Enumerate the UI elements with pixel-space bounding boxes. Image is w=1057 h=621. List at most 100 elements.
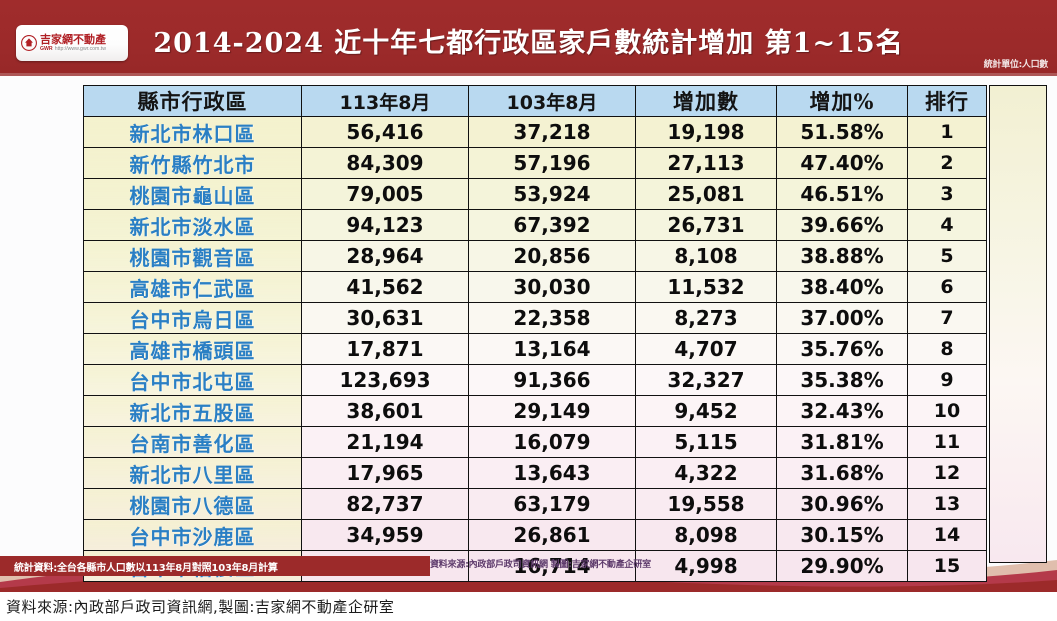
cell-increase: 19,198 bbox=[635, 116, 777, 148]
cell-increase-pct: 31.68% bbox=[776, 457, 908, 489]
cell-increase-pct: 37.00% bbox=[776, 302, 908, 334]
cell-rank: 11 bbox=[907, 426, 987, 458]
logo-url: GWR http://www.gwr.com.tw bbox=[40, 47, 106, 52]
cell-region: 新北市五股區 bbox=[83, 395, 302, 427]
table-row: 新北市八里區 17,965 13,643 4,322 31.68% 12 bbox=[83, 457, 987, 489]
cell-rank: 5 bbox=[907, 240, 987, 272]
cell-y113: 84,309 bbox=[301, 147, 469, 179]
cell-y113: 82,737 bbox=[301, 488, 469, 520]
cell-rank: 1 bbox=[907, 116, 987, 148]
cell-rank: 10 bbox=[907, 395, 987, 427]
column-header-increase: 增加數 bbox=[635, 85, 777, 117]
cell-rank: 9 bbox=[907, 364, 987, 396]
cell-increase: 4,707 bbox=[635, 333, 777, 365]
cell-region: 新竹縣竹北市 bbox=[83, 147, 302, 179]
cell-increase-pct: 31.81% bbox=[776, 426, 908, 458]
header-band: 吉家網不動產 GWR http://www.gwr.com.tw 2014-202… bbox=[0, 0, 1057, 76]
cell-y103: 16,714 bbox=[468, 550, 636, 582]
column-header-increase-pct: 增加% bbox=[776, 85, 908, 117]
cell-increase: 4,322 bbox=[635, 457, 777, 489]
source-caption: 資料來源:內政部戶政司資訊網,製圖:吉家網不動產企研室 bbox=[6, 598, 395, 616]
statistics-table: 縣市行政區 113年8月 103年8月 增加數 增加% 排行 新北市林口區 56,… bbox=[83, 85, 987, 582]
cell-y113: 17,965 bbox=[301, 457, 469, 489]
cell-region: 新北市八里區 bbox=[83, 457, 302, 489]
brand-logo[interactable]: 吉家網不動產 GWR http://www.gwr.com.tw bbox=[16, 25, 128, 61]
house-logo-svg bbox=[21, 35, 37, 51]
cell-rank: 15 bbox=[907, 550, 987, 582]
logo-url-text: http://www.gwr.com.tw bbox=[54, 46, 106, 53]
column-header-y103: 103年8月 bbox=[468, 85, 636, 117]
cell-rank: 3 bbox=[907, 178, 987, 210]
cell-y103: 13,643 bbox=[468, 457, 636, 489]
footer-right-note: 資料來源:內政部戶政司資訊網 製圖:吉家網不動產企研室 bbox=[430, 560, 651, 570]
table-row: 高雄市仁武區 41,562 30,030 11,532 38.40% 6 bbox=[83, 271, 987, 303]
cell-y113: 56,416 bbox=[301, 116, 469, 148]
cell-increase-pct: 29.90% bbox=[776, 550, 908, 582]
table-row: 台南市善化區 21,194 16,079 5,115 31.81% 11 bbox=[83, 426, 987, 458]
table-row: 桃園市觀音區 28,964 20,856 8,108 38.88% 5 bbox=[83, 240, 987, 272]
cell-region: 桃園市八德區 bbox=[83, 488, 302, 520]
cell-increase-pct: 30.96% bbox=[776, 488, 908, 520]
cell-y103: 91,366 bbox=[468, 364, 636, 396]
cell-region: 台南市善化區 bbox=[83, 426, 302, 458]
column-header-region: 縣市行政區 bbox=[83, 85, 302, 117]
cell-increase: 5,115 bbox=[635, 426, 777, 458]
cell-y113: 41,562 bbox=[301, 271, 469, 303]
cell-increase-pct: 51.58% bbox=[776, 116, 908, 148]
table-row: 高雄市橋頭區 17,871 13,164 4,707 35.76% 8 bbox=[83, 333, 987, 365]
cell-y113: 94,123 bbox=[301, 209, 469, 241]
house-logo-icon bbox=[21, 35, 37, 51]
cell-region: 新北市淡水區 bbox=[83, 209, 302, 241]
cell-y103: 29,149 bbox=[468, 395, 636, 427]
table-row: 新北市淡水區 94,123 67,392 26,731 39.66% 4 bbox=[83, 209, 987, 241]
cell-y103: 16,079 bbox=[468, 426, 636, 458]
table-row: 台中市沙鹿區 34,959 26,861 8,098 30.15% 14 bbox=[83, 519, 987, 551]
column-header-y113: 113年8月 bbox=[301, 85, 469, 117]
cell-increase-pct: 32.43% bbox=[776, 395, 908, 427]
cell-region: 新北市林口區 bbox=[83, 116, 302, 148]
cell-region: 桃園市龜山區 bbox=[83, 178, 302, 210]
statistics-unit-note: 統計單位:人口數 bbox=[983, 60, 1049, 70]
cell-region: 台中市北屯區 bbox=[83, 364, 302, 396]
cell-y103: 53,924 bbox=[468, 178, 636, 210]
cell-increase: 26,731 bbox=[635, 209, 777, 241]
cell-increase: 25,081 bbox=[635, 178, 777, 210]
cell-increase: 8,108 bbox=[635, 240, 777, 272]
cell-y113: 123,693 bbox=[301, 364, 469, 396]
cell-increase-pct: 35.76% bbox=[776, 333, 908, 365]
cell-y103: 37,218 bbox=[468, 116, 636, 148]
cell-increase-pct: 47.40% bbox=[776, 147, 908, 179]
table-header: 縣市行政區 113年8月 103年8月 增加數 增加% 排行 bbox=[83, 85, 987, 117]
table-row: 台中市北屯區 123,693 91,366 32,327 35.38% 9 bbox=[83, 364, 987, 396]
table-body: 新北市林口區 56,416 37,218 19,198 51.58% 1 新竹縣竹北市 84,… bbox=[83, 116, 987, 582]
cell-rank: 2 bbox=[907, 147, 987, 179]
cell-y103: 20,856 bbox=[468, 240, 636, 272]
cell-region: 桃園市觀音區 bbox=[83, 240, 302, 272]
infographic-slide: 吉家網 http://www.gwr.com.tw 吉家網 bbox=[0, 0, 1057, 592]
cell-increase: 8,098 bbox=[635, 519, 777, 551]
cell-y113: 17,871 bbox=[301, 333, 469, 365]
cell-increase: 9,452 bbox=[635, 395, 777, 427]
page-title: 2014-2024 近十年七都行政區家戶數統計增加 第1~15名 bbox=[153, 28, 904, 59]
statistics-table-wrapper: 縣市行政區 113年8月 103年8月 增加數 增加% 排行 新北市林口區 56,… bbox=[83, 85, 987, 582]
cell-y113: 79,005 bbox=[301, 178, 469, 210]
cell-rank: 14 bbox=[907, 519, 987, 551]
table-header-row: 縣市行政區 113年8月 103年8月 增加數 增加% 排行 bbox=[83, 85, 987, 117]
cell-y113: 30,631 bbox=[301, 302, 469, 334]
cell-y103: 57,196 bbox=[468, 147, 636, 179]
logo-brand-name: 吉家網不動產 bbox=[40, 32, 106, 46]
cell-increase: 11,532 bbox=[635, 271, 777, 303]
cell-increase-pct: 39.66% bbox=[776, 209, 908, 241]
cell-rank: 4 bbox=[907, 209, 987, 241]
cell-increase-pct: 46.51% bbox=[776, 178, 908, 210]
cell-increase-pct: 35.38% bbox=[776, 364, 908, 396]
cell-increase-pct: 30.15% bbox=[776, 519, 908, 551]
cell-increase: 19,558 bbox=[635, 488, 777, 520]
table-row: 新北市林口區 56,416 37,218 19,198 51.58% 1 bbox=[83, 116, 987, 148]
cell-region: 台中市沙鹿區 bbox=[83, 519, 302, 551]
cell-y103: 26,861 bbox=[468, 519, 636, 551]
cell-rank: 8 bbox=[907, 333, 987, 365]
cell-increase-pct: 38.88% bbox=[776, 240, 908, 272]
cell-y103: 63,179 bbox=[468, 488, 636, 520]
